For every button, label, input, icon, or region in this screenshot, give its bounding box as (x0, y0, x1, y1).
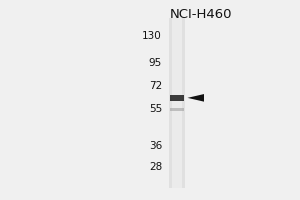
Text: 95: 95 (149, 58, 162, 68)
Text: 36: 36 (149, 141, 162, 151)
Text: NCI-H460: NCI-H460 (170, 8, 232, 21)
Text: 72: 72 (149, 81, 162, 91)
Bar (170, 95, 184, 101)
Bar (172, 18, 182, 188)
Polygon shape (188, 94, 204, 102)
Text: 28: 28 (149, 162, 162, 172)
Bar (170, 108, 184, 111)
Text: 55: 55 (149, 104, 162, 114)
Text: 130: 130 (142, 31, 162, 41)
Bar (169, 18, 184, 188)
